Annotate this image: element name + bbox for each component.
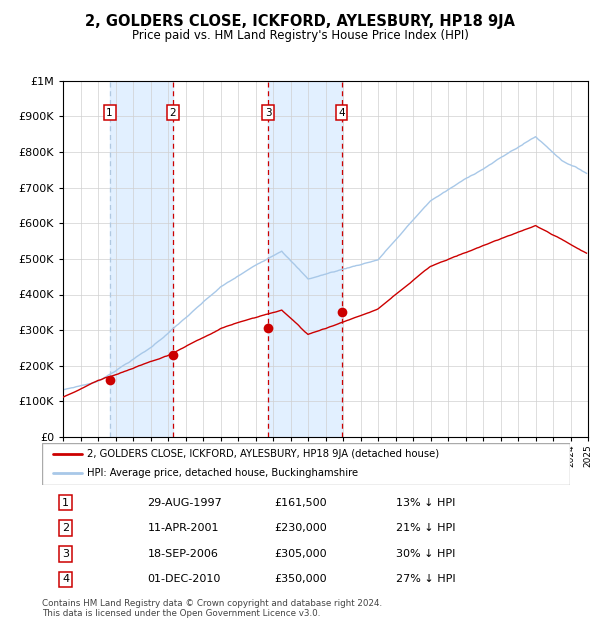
Text: HPI: Average price, detached house, Buckinghamshire: HPI: Average price, detached house, Buck… <box>87 469 358 479</box>
Bar <box>268 81 341 437</box>
Text: 29-AUG-1997: 29-AUG-1997 <box>148 498 223 508</box>
Text: £230,000: £230,000 <box>274 523 327 533</box>
Text: 2: 2 <box>62 523 70 533</box>
FancyBboxPatch shape <box>42 443 570 485</box>
Text: £350,000: £350,000 <box>274 574 327 584</box>
Text: 21% ↓ HPI: 21% ↓ HPI <box>396 523 455 533</box>
Text: 2, GOLDERS CLOSE, ICKFORD, AYLESBURY, HP18 9JA (detached house): 2, GOLDERS CLOSE, ICKFORD, AYLESBURY, HP… <box>87 449 439 459</box>
Text: 3: 3 <box>265 108 271 118</box>
Text: £305,000: £305,000 <box>274 549 327 559</box>
Text: This data is licensed under the Open Government Licence v3.0.: This data is licensed under the Open Gov… <box>42 609 320 618</box>
Text: £161,500: £161,500 <box>274 498 327 508</box>
Text: 18-SEP-2006: 18-SEP-2006 <box>148 549 218 559</box>
Text: 3: 3 <box>62 549 69 559</box>
Text: 4: 4 <box>62 574 70 584</box>
Bar <box>110 81 173 437</box>
Text: 01-DEC-2010: 01-DEC-2010 <box>148 574 221 584</box>
Text: Price paid vs. HM Land Registry's House Price Index (HPI): Price paid vs. HM Land Registry's House … <box>131 30 469 42</box>
Text: 30% ↓ HPI: 30% ↓ HPI <box>396 549 455 559</box>
Text: 2: 2 <box>170 108 176 118</box>
Text: Contains HM Land Registry data © Crown copyright and database right 2024.: Contains HM Land Registry data © Crown c… <box>42 600 382 608</box>
Text: 13% ↓ HPI: 13% ↓ HPI <box>396 498 455 508</box>
Text: 2, GOLDERS CLOSE, ICKFORD, AYLESBURY, HP18 9JA: 2, GOLDERS CLOSE, ICKFORD, AYLESBURY, HP… <box>85 14 515 29</box>
Text: 4: 4 <box>338 108 345 118</box>
Text: 27% ↓ HPI: 27% ↓ HPI <box>396 574 455 584</box>
Text: 1: 1 <box>106 108 113 118</box>
Text: 1: 1 <box>62 498 69 508</box>
Text: 11-APR-2001: 11-APR-2001 <box>148 523 219 533</box>
